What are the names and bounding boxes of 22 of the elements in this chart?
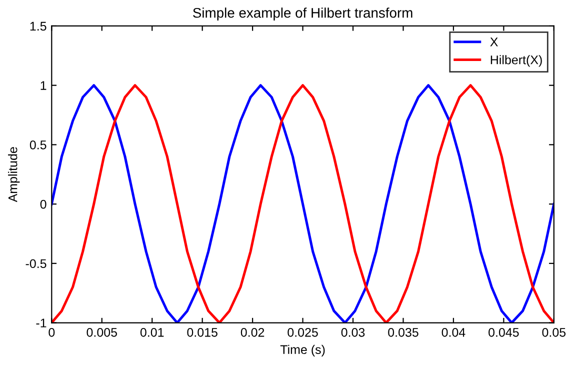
y-axis-title: Amplitude [8, 147, 20, 202]
x-tick-label: 0.04 [442, 328, 466, 337]
x-tick-label: 0.025 [288, 328, 318, 337]
x-axis-title: Time (s) [280, 344, 325, 356]
y-tick-label: 1.5 [30, 22, 46, 31]
y-tick-label: 0.5 [30, 140, 46, 150]
x-tick-label: 0.005 [86, 328, 118, 337]
x-tick-label: 0.01 [140, 328, 164, 337]
x-tick-label: 0.05 [542, 328, 566, 337]
x-tick-label: 0.015 [187, 328, 218, 337]
y-tick-label: 1 [40, 81, 46, 90]
x-tick-label: 0.03 [341, 328, 365, 337]
x-tick-label: 0 [48, 328, 55, 337]
chart-title: Simple example of Hilbert transform [193, 8, 412, 21]
x-tick-label: 0.02 [240, 328, 264, 337]
y-tick-label: -0.5 [26, 259, 46, 268]
x-tick-label: 0.045 [488, 328, 519, 337]
legend-label: Hilbert(X) [490, 55, 542, 67]
y-tick-label: 0 [40, 200, 46, 209]
x-tick-label: 0.035 [388, 328, 418, 337]
legend-label: X [490, 38, 498, 46]
y-tick-label: -1 [36, 318, 46, 328]
